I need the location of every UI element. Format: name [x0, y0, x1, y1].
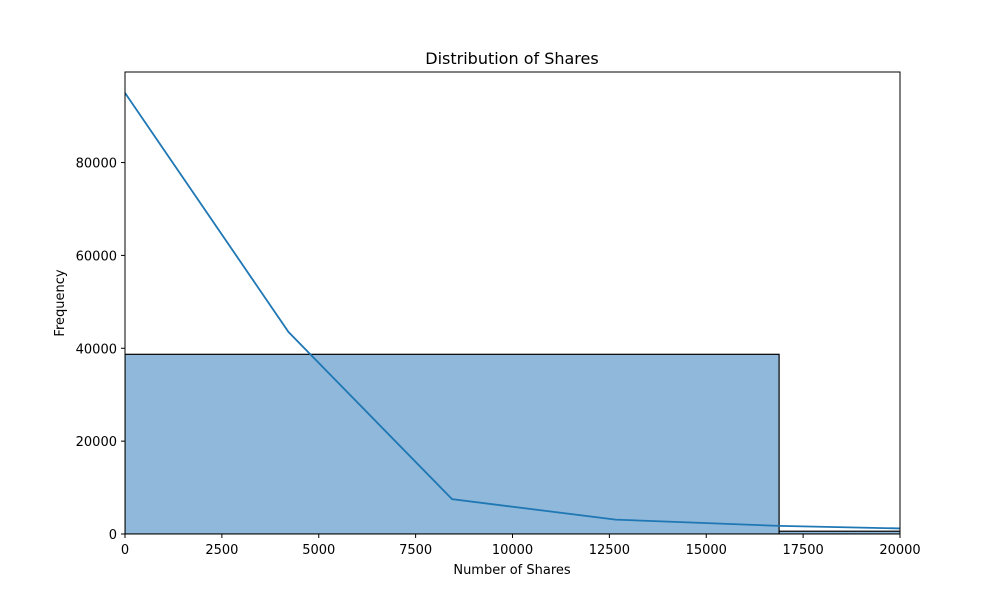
y-tick-label: 20000 — [76, 435, 117, 450]
x-tick-label: 20000 — [879, 543, 920, 558]
x-tick-label: 2500 — [205, 543, 238, 558]
x-tick-label: 7500 — [399, 543, 432, 558]
x-axis-label: Number of Shares — [453, 563, 571, 578]
x-tick-label: 5000 — [302, 543, 335, 558]
kde-line — [125, 92, 900, 530]
x-tick-label: 0 — [121, 543, 129, 558]
y-axis: 0 20000 40000 60000 80000 — [76, 157, 125, 543]
y-axis-label: Frequency — [53, 269, 68, 336]
y-tick-label: 0 — [109, 528, 117, 543]
histogram-bar — [778, 530, 900, 534]
y-tick-label: 60000 — [76, 249, 117, 264]
x-tick-label: 15000 — [686, 543, 727, 558]
x-tick-label: 17500 — [782, 543, 823, 558]
plot-area — [124, 71, 901, 535]
chart-title: Distribution of Shares — [425, 49, 598, 68]
x-tick-label: 10000 — [492, 543, 533, 558]
x-axis: 0 2500 5000 7500 10000 12500 15000 17500 20000 — [121, 534, 921, 558]
histogram-bar — [125, 353, 780, 534]
y-tick-label: 40000 — [76, 342, 117, 357]
y-tick-label: 80000 — [76, 157, 117, 172]
x-tick-label: 12500 — [589, 543, 630, 558]
